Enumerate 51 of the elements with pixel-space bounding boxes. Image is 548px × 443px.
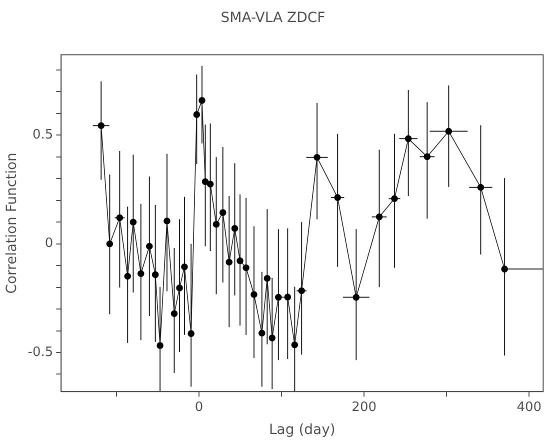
x-tick-label: 0 [194, 400, 204, 415]
point [164, 218, 170, 224]
point [152, 271, 159, 278]
point [242, 264, 250, 272]
point [146, 242, 153, 250]
point [404, 135, 412, 142]
x-tick-label: 200 [352, 400, 376, 415]
y-tick-label: -0.5 [28, 344, 54, 360]
point [352, 294, 360, 301]
point [219, 209, 226, 216]
y-axis-title: Correlation Function [4, 152, 20, 294]
point [181, 263, 188, 270]
y-tick-label: 0 [44, 236, 54, 252]
point [188, 330, 194, 337]
point [445, 128, 452, 135]
point [202, 178, 209, 186]
point [298, 287, 306, 294]
point [391, 195, 398, 202]
point [268, 334, 276, 342]
point [376, 214, 383, 220]
point [477, 184, 484, 191]
chart-title: SMA-VLA ZDCF [220, 10, 326, 26]
point [130, 218, 137, 226]
point [206, 180, 214, 188]
point [334, 194, 341, 201]
point [138, 270, 144, 278]
point [176, 284, 183, 292]
point [236, 257, 244, 264]
x-axis-title: Lag (day) [268, 422, 336, 438]
point [198, 97, 206, 104]
point [193, 111, 200, 118]
point [501, 266, 508, 272]
y-tick-label: 0.5 [32, 128, 54, 143]
point [291, 341, 298, 348]
point [424, 153, 431, 160]
point [258, 330, 266, 337]
point [116, 214, 124, 222]
point [98, 122, 105, 130]
point [284, 294, 292, 300]
point [275, 294, 282, 301]
point [231, 225, 238, 232]
point [212, 220, 220, 228]
x-tick-label: 400 [516, 400, 542, 415]
point [314, 154, 320, 161]
point [264, 274, 271, 282]
point [124, 272, 132, 280]
point [250, 291, 258, 298]
point [106, 240, 114, 248]
point [170, 310, 178, 317]
point [226, 258, 233, 266]
point [156, 342, 164, 349]
